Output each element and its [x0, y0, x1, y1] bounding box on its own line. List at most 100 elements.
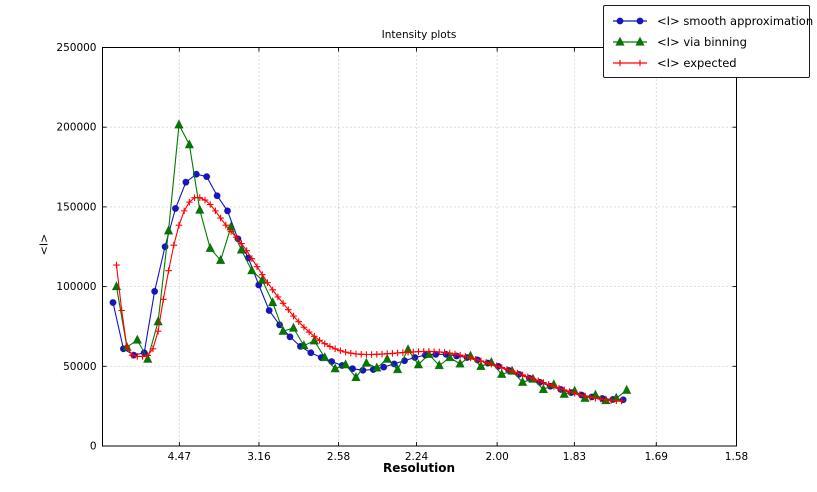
triangle-marker	[215, 254, 226, 264]
triangle-marker	[413, 359, 424, 369]
plus-marker	[616, 59, 624, 66]
plus-marker	[253, 263, 261, 270]
triangle-marker	[621, 384, 632, 394]
triangle-marker	[392, 363, 403, 374]
plus-marker	[201, 196, 209, 204]
triangle-marker	[371, 362, 382, 372]
legend-line-triangle-icon	[610, 34, 650, 50]
series-line	[115, 197, 622, 402]
plus-marker	[279, 300, 287, 307]
y-tick-label: 200000	[56, 122, 96, 134]
plus-marker	[514, 369, 521, 377]
circle-marker	[636, 16, 644, 25]
plus-marker	[264, 279, 271, 286]
series-line	[115, 122, 628, 402]
plus-marker	[347, 349, 355, 357]
plus-marker	[160, 296, 167, 303]
triangle-marker	[319, 351, 330, 362]
plus-marker	[175, 221, 183, 229]
circle-marker	[390, 360, 398, 368]
plus-marker	[545, 381, 552, 388]
circle-marker	[380, 363, 388, 371]
plus-marker	[113, 261, 120, 269]
circle-marker	[213, 192, 221, 200]
triangle-marker	[174, 119, 184, 129]
plus-marker	[290, 312, 297, 320]
triangle-marker	[476, 360, 486, 370]
plus-marker	[482, 359, 490, 366]
triangle-marker	[559, 388, 569, 398]
axis-ticks	[102, 47, 737, 447]
plus-marker	[488, 360, 495, 368]
plus-marker	[300, 323, 308, 331]
grid	[102, 47, 737, 446]
plus-marker	[180, 207, 188, 215]
plus-marker	[248, 255, 256, 263]
plus-marker	[566, 388, 573, 395]
plus-marker	[519, 371, 526, 379]
plus-marker	[269, 286, 276, 294]
plus-marker	[123, 343, 131, 351]
y-tick-label: 150000	[56, 201, 96, 213]
plus-marker	[451, 350, 459, 358]
plus-marker	[321, 340, 329, 347]
plus-marker	[285, 306, 292, 314]
plus-marker	[560, 386, 568, 394]
plus-marker	[128, 351, 136, 359]
triangle-marker	[288, 322, 299, 332]
plus-marker	[472, 355, 480, 363]
triangle-marker	[278, 325, 288, 335]
plus-marker	[222, 221, 230, 229]
triangle-marker	[496, 368, 507, 378]
plus-marker	[196, 194, 204, 201]
triangle-marker	[267, 296, 278, 307]
legend-line-circle-icon	[610, 13, 650, 29]
plus-marker	[597, 395, 605, 403]
triangle-marker	[635, 35, 645, 46]
plus-marker	[581, 392, 589, 400]
triangle-marker	[361, 357, 372, 367]
plus-marker	[571, 389, 578, 397]
y-tick-label: 100000	[56, 281, 96, 293]
circle-marker	[182, 178, 190, 186]
plus-marker	[170, 241, 178, 249]
plus-marker	[446, 349, 454, 357]
plus-marker	[576, 391, 584, 398]
plus-marker	[311, 333, 318, 340]
plus-marker	[498, 364, 506, 371]
plus-marker	[602, 396, 610, 404]
plus-marker	[477, 357, 485, 365]
plus-marker	[206, 201, 214, 208]
plus-marker	[587, 393, 594, 401]
y-axis-label: <I>	[37, 233, 51, 256]
plus-marker	[456, 351, 464, 359]
legend-item-smooth-approximation: <I> smooth approximation	[610, 10, 813, 31]
x-tick-label: 2.00	[485, 451, 508, 463]
y-tick-label: 0	[90, 441, 97, 453]
y-tick-label: 50000	[63, 361, 96, 373]
legend-item-via-binning: <I> via binning	[610, 31, 803, 52]
x-tick-label: 2.24	[405, 451, 429, 463]
circle-marker	[307, 349, 315, 357]
triangle-marker	[330, 363, 340, 373]
triangle-marker	[434, 359, 445, 370]
x-tick-label: 3.16	[247, 451, 271, 463]
plus-marker	[118, 307, 125, 314]
circle-marker	[223, 207, 232, 215]
plus-marker	[295, 318, 303, 325]
legend-label: <I> smooth approximation	[657, 13, 814, 28]
circle-marker	[171, 204, 180, 213]
legend-label: <I> expected	[657, 55, 737, 70]
legend-item-expected: <I> expected	[610, 52, 803, 73]
plus-marker	[524, 373, 532, 381]
chart-title: Intensity plots	[381, 29, 457, 41]
plus-marker	[503, 366, 511, 373]
circle-marker	[328, 357, 336, 366]
plus-marker	[186, 198, 193, 206]
legend: <I> smooth approximation <I> via binning…	[603, 5, 813, 78]
triangle-marker	[615, 35, 625, 46]
plus-marker	[212, 207, 219, 215]
circle-marker	[286, 333, 294, 341]
